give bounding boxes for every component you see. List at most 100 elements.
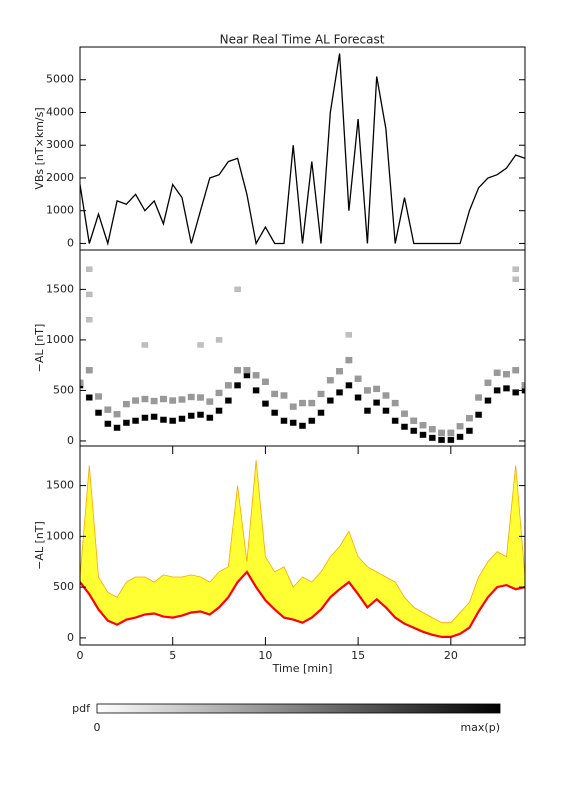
pdf-cell <box>456 423 464 430</box>
pdf-cell <box>197 342 204 348</box>
pdf-cell <box>169 417 177 424</box>
x-axis-label: Time [min] <box>272 662 333 675</box>
pdf-cell <box>382 392 390 399</box>
pdf-cell <box>354 375 362 382</box>
pdf-cell <box>382 407 390 414</box>
colorbar-min: 0 <box>94 721 101 734</box>
pdf-cell <box>438 429 445 437</box>
pdf-cell <box>132 397 140 404</box>
pdf-cell <box>234 286 241 293</box>
pdf-cell <box>169 397 177 404</box>
plot-area <box>80 460 525 638</box>
y-tick-label: 0 <box>67 631 74 644</box>
pdf-cell <box>280 392 288 399</box>
pdf-cell <box>86 266 93 272</box>
pdf-cell <box>512 266 519 272</box>
pdf-cell <box>465 427 473 434</box>
y-axis-label: VBs [nT×km/s] <box>33 107 46 189</box>
pdf-cell <box>299 399 306 407</box>
pdf-cell <box>234 367 241 374</box>
pdf-cell <box>493 387 501 394</box>
pdf-cell <box>419 431 427 439</box>
pdf-cell <box>503 385 510 392</box>
pdf-cell <box>410 417 418 424</box>
pdf-cell <box>104 406 112 413</box>
plot-area <box>80 266 525 444</box>
pdf-cell <box>150 413 158 420</box>
pdf-cell <box>289 403 297 410</box>
panel-frame <box>79 445 526 646</box>
pdf-cell <box>85 367 93 374</box>
pdf-cell <box>187 412 195 419</box>
colorbar-label: pdf <box>72 702 91 715</box>
pdf-cell <box>113 424 121 431</box>
pdf-cell <box>234 382 241 389</box>
pdf-cell <box>224 397 232 404</box>
pdf-cell <box>401 423 408 430</box>
chart-title: Near Real Time AL Forecast <box>220 33 385 47</box>
pdf-cell <box>465 415 473 422</box>
x-tick-label: 20 <box>444 649 458 662</box>
pdf-cell <box>141 414 149 421</box>
pdf-cell <box>512 367 520 374</box>
colorbar <box>96 703 501 714</box>
pdf-cell <box>354 394 362 401</box>
y-tick-label: 1500 <box>46 282 74 295</box>
pdf-cell <box>85 394 93 401</box>
plot-area <box>80 53 525 247</box>
pdf-cell <box>86 291 93 298</box>
pdf-cell <box>95 409 102 416</box>
pdf-cell <box>484 397 492 404</box>
pdf-cell <box>252 372 260 379</box>
panel-frame <box>79 46 526 251</box>
pdf-cell <box>447 429 455 437</box>
pdf-cell <box>262 400 269 407</box>
x-tick-label: 10 <box>258 649 272 662</box>
pdf-cell <box>132 417 140 424</box>
x-tick-label: 15 <box>351 649 365 662</box>
pdf-cell <box>308 399 316 407</box>
pdf-cell <box>280 417 288 424</box>
pdf-cell <box>86 317 93 323</box>
y-tick-label: 500 <box>53 580 74 593</box>
pdf-cell <box>410 427 418 434</box>
pdf-cell <box>475 411 483 418</box>
pdf-cell <box>262 378 269 385</box>
pdf-cell <box>104 420 112 427</box>
pdf-cell <box>206 398 214 405</box>
y-tick-label: 3000 <box>46 138 74 151</box>
pdf-cell <box>317 390 325 398</box>
pdf-cell <box>317 409 325 416</box>
y-axis-label: −AL [nT] <box>33 521 46 570</box>
y-tick-label: 500 <box>53 383 74 396</box>
pdf-cell <box>122 419 130 426</box>
pdf-cell <box>428 426 436 433</box>
pdf-cell <box>345 356 353 364</box>
pdf-cell <box>215 407 223 414</box>
y-tick-label: 1000 <box>46 333 74 346</box>
pdf-cell <box>197 411 204 418</box>
pdf-cell <box>484 379 492 387</box>
pdf-cell <box>345 382 353 389</box>
pdf-cell <box>215 389 223 397</box>
pdf-cell <box>326 397 334 404</box>
pdf-cell <box>187 393 195 401</box>
y-tick-label: 4000 <box>46 105 74 118</box>
band-edge <box>80 460 525 624</box>
pdf-cell <box>391 417 399 424</box>
pdf-cell <box>178 396 186 403</box>
pdf-cell <box>326 377 334 384</box>
pdf-cell <box>271 390 279 398</box>
y-axis-label: −AL [nT] <box>33 324 46 373</box>
pdf-cell <box>206 414 214 421</box>
pdf-cell <box>95 393 102 400</box>
pdf-cell <box>428 434 436 442</box>
pdf-cell <box>447 436 455 444</box>
pdf-cell <box>475 394 483 401</box>
median-line <box>80 570 525 638</box>
pdf-cell <box>438 436 445 444</box>
pdf-cell <box>493 369 501 376</box>
y-tick-label: 2000 <box>46 171 74 184</box>
pdf-cell <box>503 371 510 378</box>
